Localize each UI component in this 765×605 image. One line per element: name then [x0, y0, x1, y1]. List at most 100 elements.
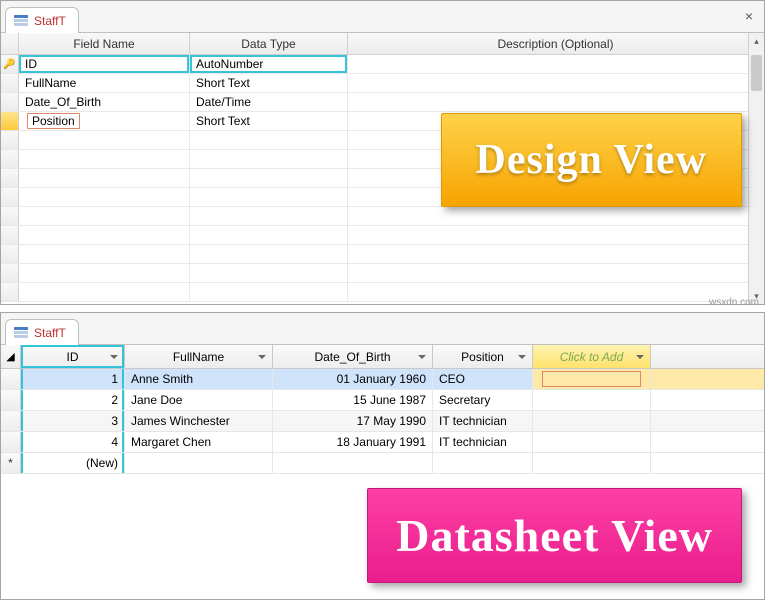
table-row[interactable]: 3James Winchester17 May 1990IT technicia…: [1, 411, 764, 432]
tab-stafft-2[interactable]: StaffT: [5, 319, 79, 345]
data-type-cell[interactable]: [190, 150, 348, 168]
row-selector[interactable]: [1, 150, 19, 168]
design-row[interactable]: FullNameShort Text: [1, 74, 764, 93]
field-name-cell[interactable]: [19, 283, 190, 301]
description-cell[interactable]: [348, 283, 764, 301]
col-header-click-to-add[interactable]: Click to Add: [533, 345, 651, 368]
description-cell[interactable]: [348, 245, 764, 263]
cell-dob[interactable]: 15 June 1987: [273, 390, 433, 410]
row-selector[interactable]: [1, 74, 19, 92]
cell-dob[interactable]: 17 May 1990: [273, 411, 433, 431]
cell-id[interactable]: (New): [21, 453, 125, 473]
cell-add[interactable]: [533, 369, 651, 389]
field-name-cell[interactable]: ID: [19, 55, 190, 73]
design-row-empty[interactable]: [1, 245, 764, 264]
row-selector[interactable]: [1, 226, 19, 244]
table-row[interactable]: 4Margaret Chen18 January 1991IT technici…: [1, 432, 764, 453]
cell-fullname[interactable]: James Winchester: [125, 411, 273, 431]
tab-stafft[interactable]: StaffT: [5, 7, 79, 33]
table-row[interactable]: 1Anne Smith01 January 1960CEO: [1, 369, 764, 390]
row-selector[interactable]: [1, 169, 19, 187]
description-cell[interactable]: [348, 93, 764, 111]
data-type-cell[interactable]: Short Text: [190, 112, 348, 130]
field-name-cell[interactable]: Position: [19, 112, 190, 130]
cell-add[interactable]: [533, 453, 651, 473]
col-header-fullname[interactable]: FullName: [125, 345, 273, 368]
data-type-cell[interactable]: Date/Time: [190, 93, 348, 111]
row-selector[interactable]: [1, 390, 21, 410]
cell-dob[interactable]: [273, 453, 433, 473]
row-selector[interactable]: [1, 131, 19, 149]
col-header-desc[interactable]: Description (Optional): [348, 33, 764, 54]
new-cell-input[interactable]: [542, 371, 641, 387]
cell-position[interactable]: CEO: [433, 369, 533, 389]
select-all-corner[interactable]: ◢: [1, 345, 21, 368]
cell-fullname[interactable]: [125, 453, 273, 473]
row-selector[interactable]: [1, 245, 19, 263]
data-type-cell[interactable]: [190, 264, 348, 282]
row-selector[interactable]: [1, 264, 19, 282]
field-name-cell[interactable]: [19, 150, 190, 168]
cell-id[interactable]: 3: [21, 411, 125, 431]
description-cell[interactable]: [348, 74, 764, 92]
field-name-cell[interactable]: [19, 207, 190, 225]
cell-add[interactable]: [533, 432, 651, 452]
field-name-cell[interactable]: [19, 131, 190, 149]
data-type-cell[interactable]: [190, 245, 348, 263]
field-name-cell[interactable]: [19, 169, 190, 187]
field-name-cell[interactable]: [19, 264, 190, 282]
field-name-cell[interactable]: FullName: [19, 74, 190, 92]
vertical-scrollbar[interactable]: ▴ ▾: [748, 33, 764, 304]
row-selector[interactable]: [1, 112, 19, 130]
select-all-corner[interactable]: [1, 33, 19, 54]
field-name-cell[interactable]: Date_Of_Birth: [19, 93, 190, 111]
cell-add[interactable]: [533, 411, 651, 431]
description-cell[interactable]: [348, 264, 764, 282]
cell-fullname[interactable]: Margaret Chen: [125, 432, 273, 452]
row-selector[interactable]: [1, 411, 21, 431]
row-selector[interactable]: [1, 93, 19, 111]
design-row-empty[interactable]: [1, 207, 764, 226]
data-type-cell[interactable]: [190, 188, 348, 206]
data-type-cell[interactable]: [190, 283, 348, 301]
row-selector[interactable]: *: [1, 453, 21, 473]
cell-position[interactable]: [433, 453, 533, 473]
data-type-cell[interactable]: [190, 226, 348, 244]
row-selector[interactable]: [1, 369, 21, 389]
cell-position[interactable]: IT technician: [433, 411, 533, 431]
col-header-id[interactable]: ID: [21, 345, 125, 368]
close-icon[interactable]: ×: [740, 7, 758, 25]
col-header-type[interactable]: Data Type: [190, 33, 348, 54]
cell-fullname[interactable]: Jane Doe: [125, 390, 273, 410]
design-row-empty[interactable]: [1, 226, 764, 245]
data-type-cell[interactable]: [190, 207, 348, 225]
row-selector[interactable]: [1, 188, 19, 206]
description-cell[interactable]: [348, 226, 764, 244]
data-type-cell[interactable]: AutoNumber: [190, 55, 348, 73]
row-selector[interactable]: [1, 432, 21, 452]
data-type-cell[interactable]: [190, 169, 348, 187]
cell-add[interactable]: [533, 390, 651, 410]
design-row-empty[interactable]: [1, 283, 764, 302]
row-selector[interactable]: [1, 283, 19, 301]
field-name-input[interactable]: Position: [27, 113, 80, 129]
field-name-cell[interactable]: [19, 226, 190, 244]
design-row-empty[interactable]: [1, 264, 764, 283]
cell-position[interactable]: Secretary: [433, 390, 533, 410]
design-row[interactable]: 🔑IDAutoNumber: [1, 55, 764, 74]
new-row[interactable]: *(New): [1, 453, 764, 474]
cell-id[interactable]: 4: [21, 432, 125, 452]
description-cell[interactable]: [348, 55, 764, 73]
table-row[interactable]: 2Jane Doe15 June 1987Secretary: [1, 390, 764, 411]
scroll-thumb[interactable]: [751, 55, 762, 91]
field-name-cell[interactable]: [19, 188, 190, 206]
cell-fullname[interactable]: Anne Smith: [125, 369, 273, 389]
cell-position[interactable]: IT technician: [433, 432, 533, 452]
cell-id[interactable]: 2: [21, 390, 125, 410]
data-type-cell[interactable]: Short Text: [190, 74, 348, 92]
cell-dob[interactable]: 18 January 1991: [273, 432, 433, 452]
scroll-up-icon[interactable]: ▴: [749, 33, 764, 49]
row-selector[interactable]: 🔑: [1, 55, 19, 73]
description-cell[interactable]: [348, 207, 764, 225]
field-name-cell[interactable]: [19, 245, 190, 263]
